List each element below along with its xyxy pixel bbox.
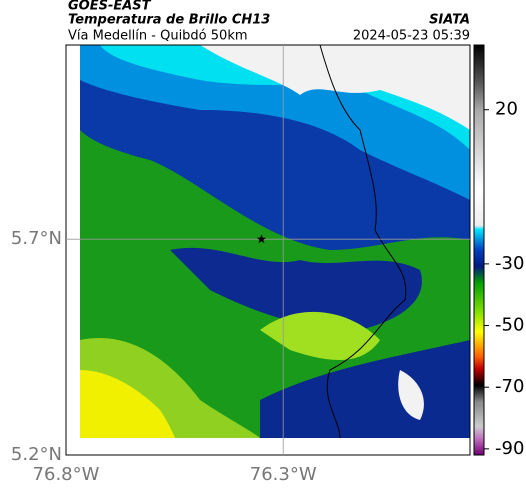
colorbar-label: -50: [495, 315, 524, 336]
brand: SIATA: [429, 13, 470, 28]
subtitle: Vía Medellín - Quibdó 50km: [68, 29, 248, 44]
timestamp: 2024-05-23 05:39: [353, 29, 470, 44]
colorbar-label: -70: [495, 376, 524, 397]
imagery: [80, 45, 470, 438]
x-tick-label: 76.8°W: [33, 464, 100, 485]
x-tick-label: 76.3°W: [250, 464, 317, 485]
colorbar-label: 20: [495, 99, 518, 120]
title: Temperatura de Brillo CH13: [68, 13, 270, 28]
colorbar-label: -90: [495, 438, 524, 459]
colorbar: [473, 44, 485, 456]
colorbar-label: -30: [495, 253, 524, 274]
y-tick-label: 5.2°N: [11, 444, 62, 465]
map-frame: [65, 44, 471, 456]
y-tick-label: 5.7°N: [11, 228, 62, 249]
location-marker: [256, 234, 267, 244]
source: GOES-EAST: [68, 0, 152, 14]
